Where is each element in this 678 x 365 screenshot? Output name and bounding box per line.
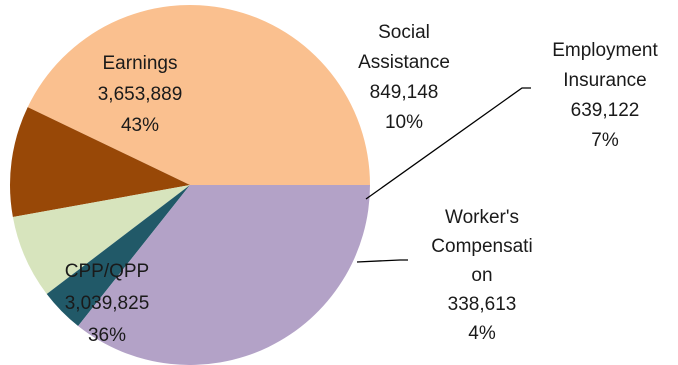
slice-label-worker-s-compensation: Worker's Compensati on 338,613 4%	[431, 207, 532, 344]
slices-group	[10, 4, 370, 365]
slice-label-cpp-qpp: CPP/QPP 3,039,825 36%	[65, 261, 150, 346]
slice-label-social-assistance: Social Assistance 849,148 10%	[358, 22, 450, 133]
slice-label-line: 3,653,889	[98, 84, 183, 105]
slice-label-line: 43%	[121, 115, 159, 136]
slice-label-line: 3,039,825	[65, 293, 150, 314]
slice-label-line: Compensati	[431, 236, 532, 257]
slice-label-employment-insurance: Employment Insurance 639,122 7%	[552, 40, 658, 151]
leader-line-employment-insurance	[365, 87, 531, 200]
slice-label-line: Employment	[552, 40, 658, 61]
slice-label-line: Earnings	[103, 53, 178, 74]
slice-label-line: Assistance	[358, 52, 450, 73]
pie-slice-cpp-qpp	[78, 185, 370, 365]
leader-lines-group	[356, 87, 531, 263]
slice-label-line: Insurance	[563, 70, 646, 91]
slice-label-line: 849,148	[370, 82, 439, 103]
slice-label-line: Social	[378, 22, 430, 43]
slice-label-line: 4%	[468, 323, 496, 344]
slice-labels-group: Earnings 3,653,889 43% Social Assistance 849,…	[65, 22, 659, 346]
slice-label-line: 36%	[88, 325, 126, 346]
slice-label-line: Worker's	[445, 207, 519, 228]
pie-slice-employment-insurance	[12, 185, 190, 294]
pie-slice-social-assistance	[10, 107, 190, 218]
slice-label-line: 7%	[591, 130, 619, 151]
slice-label-line: 10%	[385, 112, 423, 133]
slice-label-line: on	[471, 265, 492, 286]
pie-slice-worker-s-compensation	[46, 185, 190, 326]
slice-label-line: 639,122	[571, 100, 640, 121]
slice-label-line: 338,613	[448, 294, 517, 315]
pie-slice-earnings	[27, 4, 370, 185]
slice-label-line: CPP/QPP	[65, 261, 149, 282]
leader-line-workers-compensation	[356, 259, 408, 263]
slice-label-earnings: Earnings 3,653,889 43%	[98, 53, 183, 136]
